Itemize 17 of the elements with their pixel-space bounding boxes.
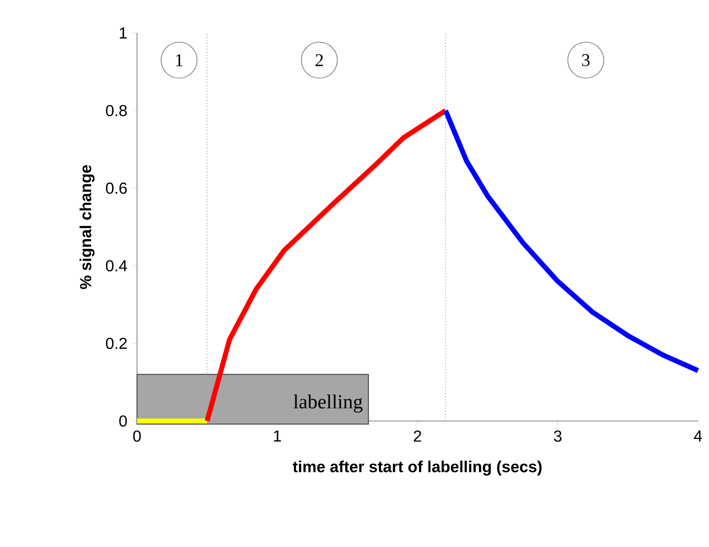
x-tick-label: 1 [274, 430, 281, 442]
x-tick-label: 0 [133, 430, 141, 442]
y-tick-label: 0.6 [106, 182, 127, 194]
y-tick-label: 0.2 [106, 338, 127, 350]
band-label: labelling [294, 394, 363, 413]
y-axis-title: % signal change [80, 165, 95, 290]
annotation: 2 [316, 54, 323, 66]
x-tick-label: 4 [694, 430, 702, 442]
x-axis-title: time after start of labelling (secs) [292, 460, 542, 476]
x-tick-label: 3 [554, 430, 562, 442]
annotation: 1 [176, 54, 182, 66]
annotation: 3 [582, 54, 590, 66]
y-tick-label: 0.8 [106, 104, 127, 116]
y-tick-label: 0 [119, 415, 127, 427]
y-tick-label: 0.4 [106, 260, 128, 272]
x-tick-label: 2 [414, 430, 422, 442]
y-tick-label: 1 [120, 28, 127, 38]
